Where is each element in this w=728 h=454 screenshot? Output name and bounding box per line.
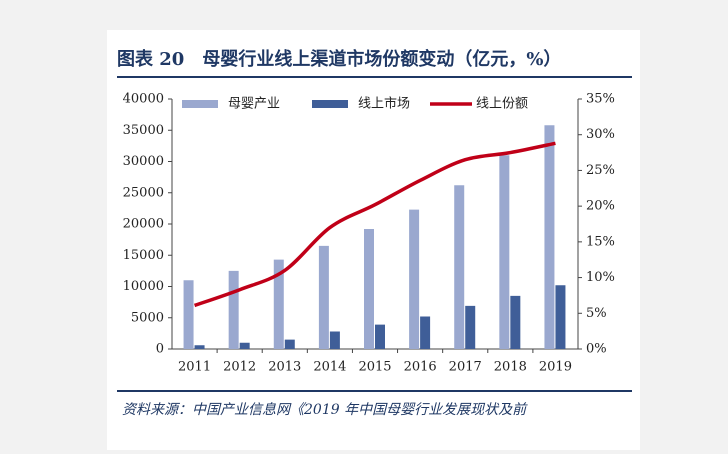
legend-label: 线上份额 [476,97,528,112]
bar [465,305,476,349]
y-tick-label: 20000 [123,217,164,232]
bar [364,229,374,349]
y2-tick-label: 30% [586,127,615,142]
bar [318,245,329,349]
x-tick-label: 2012 [223,360,256,375]
y2-tick-label: 0% [586,342,607,357]
x-tick-label: 2014 [313,360,346,375]
x-tick-label: 2017 [449,360,482,375]
bar [544,125,555,349]
y2-tick-label: 25% [586,163,615,178]
y-tick-label: 35000 [123,123,164,138]
x-tick-label: 2013 [268,360,301,375]
x-tick-label: 2018 [494,360,527,375]
x-tick-label: 2016 [404,360,437,375]
bar [273,259,284,349]
y-tick-label: 10000 [123,279,164,294]
y-tick-label: 25000 [123,185,164,200]
bar [454,185,465,349]
y2-tick-label: 5% [586,306,607,321]
y-tick-label: 30000 [123,154,164,169]
y-tick-label: 40000 [123,92,164,107]
y-tick-label: 15000 [123,248,164,263]
bar [555,285,566,349]
legend-label: 母婴产业 [228,97,280,112]
y-tick-label: 5000 [131,310,164,325]
y2-tick-label: 15% [586,234,615,249]
legend-label: 线上市场 [358,96,410,112]
bar [409,209,420,349]
x-tick-label: 2015 [358,360,391,375]
line [193,141,556,308]
y2-tick-label: 35% [586,92,615,107]
bar [499,155,510,349]
y-tick-label: 0 [156,342,164,357]
bar [183,280,194,349]
bar [228,270,239,349]
bar [420,316,431,349]
y2-tick-label: 20% [586,199,615,214]
bar [284,339,295,349]
y2-tick-label: 10% [586,270,615,285]
bar [510,295,521,349]
source: 资料来源：中国产业信息网《2019 年中国母婴行业发展现状及前 [122,402,528,418]
legend-swatch [312,100,348,108]
x-tick-label: 2019 [539,360,572,375]
bar [375,324,385,349]
bar [239,342,250,349]
bar [194,345,205,349]
legend-swatch [182,100,218,108]
x-tick-label: 2011 [178,360,211,375]
chart-title: 图表 20 母婴行业线上渠道市场份额变动（亿元，%） [117,48,561,70]
bar [329,331,340,349]
